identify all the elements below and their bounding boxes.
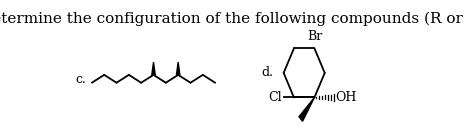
Polygon shape bbox=[176, 62, 180, 75]
Text: Determine the configuration of the following compounds (R or S): Determine the configuration of the follo… bbox=[0, 11, 465, 26]
Text: Cl: Cl bbox=[269, 91, 282, 104]
Text: OH: OH bbox=[336, 91, 357, 104]
Text: c.: c. bbox=[75, 73, 86, 86]
Text: d.: d. bbox=[261, 66, 273, 79]
Text: Br: Br bbox=[307, 30, 322, 43]
Polygon shape bbox=[299, 97, 314, 121]
Polygon shape bbox=[152, 62, 155, 75]
